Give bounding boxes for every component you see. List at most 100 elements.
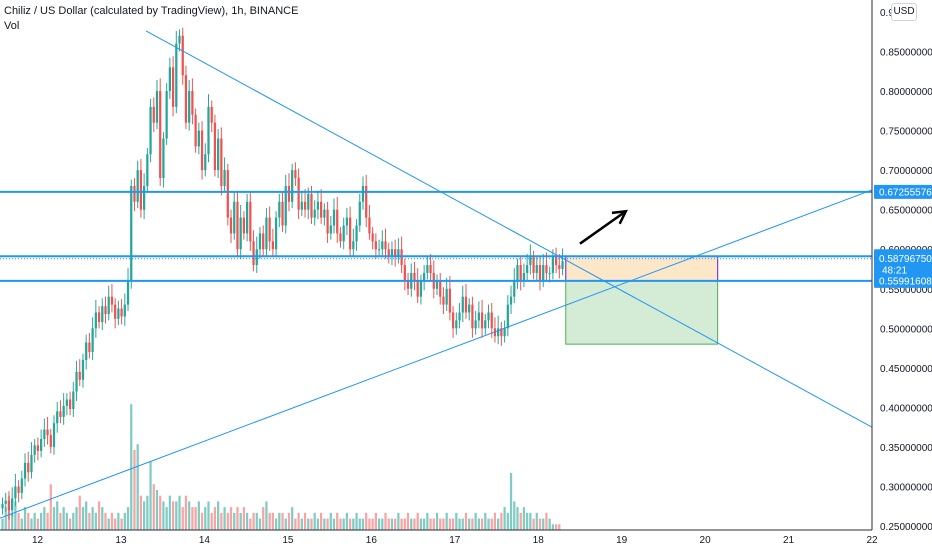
take-profit-zone[interactable] [565,280,719,345]
candle-body [548,272,551,274]
volume-bar [110,512,114,530]
volume-bar [439,518,442,530]
volume-bar [142,501,146,530]
candle-body [358,201,361,226]
volume-bar [352,518,355,530]
symbol-title[interactable]: Chiliz / US Dollar (calculated by Tradin… [4,5,299,17]
candle-body [439,280,442,297]
price-axis-ticks[interactable]: 0.25000000 0.30000000 0.35000000 0.40000000… [880,8,932,533]
candle-body [117,308,120,319]
currency-button[interactable]: USD [891,3,917,21]
volume-bar [168,495,171,530]
candle-body [526,265,529,273]
volume-bar [538,518,542,530]
volume-bar [365,512,368,530]
volume-bar [242,507,246,530]
volume-bar [65,512,69,530]
candle-body [310,193,313,218]
candle-body [165,91,168,139]
candle-body [223,170,226,186]
volume-bar [464,512,468,530]
volume-bar [287,512,291,530]
long-position-tool[interactable] [565,255,719,345]
volume-bar [268,512,271,530]
volume-bar [332,518,336,530]
price-tick-label: 0.55000000 [880,285,932,296]
volume-bar [197,501,200,530]
candle-body [345,217,349,226]
candle-body [52,423,56,447]
volume-bar [146,495,149,530]
candle-body [303,201,307,210]
candle-body [4,500,7,504]
trend-line[interactable] [0,189,873,519]
volume-bar [262,507,265,530]
volume-bar [316,518,320,530]
price-tag [874,184,932,199]
candle-body [558,265,561,269]
volume-bar [204,507,207,530]
arrow-head[interactable] [611,209,628,225]
candle-body [413,272,416,281]
volume-label[interactable]: Vol [4,20,20,32]
volume-bar [535,512,538,530]
arrow-drawing[interactable] [579,209,628,245]
candle-body [239,217,242,250]
volume-bar [529,512,532,530]
candle-body [442,296,445,305]
candle-body [561,261,564,269]
volume-bar [139,495,143,530]
candle-body [361,185,365,202]
horizontal-lines[interactable] [0,190,872,282]
volume-bar [133,449,136,530]
candle-body [316,201,320,210]
candle-body [68,399,72,409]
volume-bar [281,512,284,530]
volume-bar [551,524,555,530]
volume-bar [400,518,403,530]
volume-bar [506,512,509,530]
price-tick-label: 0.35000000 [880,443,932,454]
stop-loss-zone[interactable] [565,255,719,282]
time-tick-label: 16 [366,535,378,546]
volume-bar [329,512,332,530]
candle-body [97,312,101,322]
candle-body [468,304,471,313]
volume-bar [480,518,484,530]
candle-body [91,328,94,353]
candlesticks [1,27,564,520]
volume-bar [114,518,117,530]
candle-body [480,312,484,329]
candle-body [191,91,194,115]
trend-line[interactable] [145,30,873,428]
candle-body [155,91,159,123]
volume-bar [75,507,78,530]
candle-body [226,170,229,218]
candle-body [451,312,455,329]
time-axis-ticks[interactable]: 12 13 14 15 16 17 18 19 20 21 22 [32,535,878,546]
price-tick-label: 0.70000000 [880,166,932,177]
volume-bar [184,495,188,530]
volume-bar [451,518,455,530]
price-tag-label: 0.58796750 [879,254,932,265]
candle-body [36,445,40,451]
candle-body [497,328,500,337]
candle-body [426,265,429,273]
trend-lines[interactable] [0,30,873,519]
volume-bar [136,444,139,530]
price-tick-label: 0.45000000 [880,364,932,375]
candle-body [85,342,88,360]
arrow-shaft[interactable] [579,210,627,245]
candle-body [1,503,4,509]
volume-bar [348,518,352,530]
volume-bar [394,518,397,530]
price-tick-label: 0.9 [880,8,894,19]
volume-bar [78,495,81,530]
candle-body [207,106,210,155]
candle-body [78,371,81,380]
volume-bar [474,512,477,530]
volume-bar [123,512,126,530]
price-tick-label: 0.25000000 [880,522,932,533]
volume-bar [413,518,416,530]
